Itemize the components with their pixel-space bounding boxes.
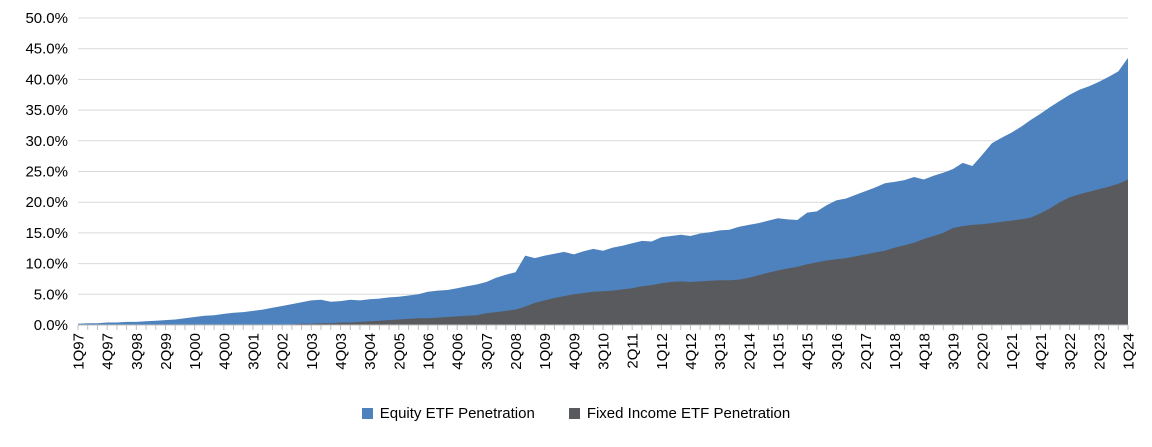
y-axis-label: 40.0% (25, 71, 68, 88)
x-axis-label: 2Q17 (858, 333, 875, 370)
x-axis-label: 3Q19 (946, 333, 963, 370)
x-axis-label: 3Q07 (479, 333, 496, 370)
x-axis-label: 4Q03 (333, 333, 350, 370)
x-axis-label: 4Q97 (100, 333, 117, 370)
x-axis-label: 2Q11 (625, 333, 642, 369)
equity-legend-swatch (361, 407, 373, 419)
x-axis-label: 2Q08 (508, 333, 525, 370)
x-axis-label: 1Q12 (654, 333, 671, 370)
x-axis-label: 3Q22 (1062, 333, 1079, 370)
x-axis-label: 1Q21 (1004, 333, 1021, 370)
fixed-income-area (78, 179, 1128, 325)
x-axis-label: 2Q05 (391, 333, 408, 370)
legend: Equity ETF Penetration Fixed Income ETF … (0, 398, 1152, 428)
x-axis-label: 1Q00 (187, 333, 204, 370)
y-axis-label: 50.0% (25, 10, 68, 27)
x-axis-label: 2Q20 (975, 333, 992, 370)
x-axis-label: 3Q98 (129, 333, 146, 370)
x-axis-label: 2Q99 (158, 333, 175, 370)
legend-item-fixed-income: Fixed Income ETF Penetration (568, 404, 791, 422)
x-axis-label: 4Q18 (916, 333, 933, 370)
x-axis-label: 4Q00 (216, 333, 233, 370)
x-axis-label: 1Q24 (1121, 333, 1138, 370)
x-axis-label: 3Q13 (712, 333, 729, 370)
x-axis-label: 1Q18 (887, 333, 904, 370)
legend-item-equity: Equity ETF Penetration (361, 404, 535, 422)
x-axis-label: 1Q97 (71, 333, 88, 370)
y-axis-label: 45.0% (25, 41, 68, 58)
x-axis-label: 3Q04 (362, 333, 379, 370)
y-axis-label: 5.0% (34, 286, 68, 303)
y-axis-label: 20.0% (25, 194, 68, 211)
x-axis-label: 3Q10 (596, 333, 613, 370)
x-axis-label: 2Q23 (1091, 333, 1108, 370)
x-axis-label: 2Q14 (741, 333, 758, 370)
y-axis-label: 25.0% (25, 164, 68, 181)
x-axis-label: 1Q03 (304, 333, 321, 370)
x-axis-label: 3Q01 (246, 333, 263, 370)
x-axis-label: 4Q06 (450, 333, 467, 370)
x-axis-label: 2Q02 (275, 333, 292, 370)
x-axis-label: 1Q06 (421, 333, 438, 370)
fixed-income-legend-swatch (568, 407, 580, 419)
fixed-income-legend-label: Fixed Income ETF Penetration (586, 404, 791, 422)
equity-legend-label: Equity ETF Penetration (379, 404, 535, 422)
plot-area: 0.0% 5.0% 10.0% 15.0% 20.0% 25.0% 30.0% 35.0% 40… (25, 10, 1138, 370)
x-axis-label: 1Q15 (771, 333, 788, 370)
x-axis-label: 4Q12 (683, 333, 700, 370)
y-axis-label: 10.0% (25, 256, 68, 273)
x-axis-label: 4Q21 (1033, 333, 1050, 370)
y-axis-label: 35.0% (25, 102, 68, 119)
x-axis-label: 4Q15 (800, 333, 817, 370)
y-axis-label: 15.0% (25, 225, 68, 242)
x-axis-label: 3Q16 (829, 333, 846, 370)
x-axis-label: 1Q09 (537, 333, 554, 370)
y-axis-label: 30.0% (25, 133, 68, 150)
y-axis-label: 0.0% (34, 317, 68, 334)
x-axis-label: 4Q09 (566, 333, 583, 370)
